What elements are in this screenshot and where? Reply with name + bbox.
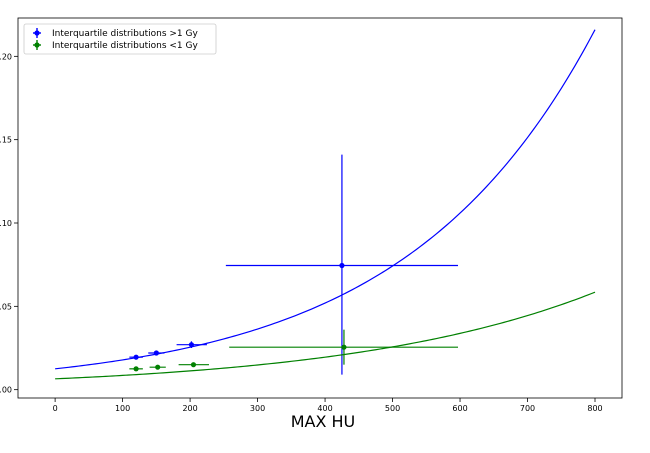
x-tick-label: 500	[385, 404, 400, 413]
series-1	[55, 29, 596, 375]
point-marker	[133, 354, 139, 360]
fit-curve	[55, 291, 596, 380]
point-marker	[339, 262, 345, 269]
legend-label: Interquartile distributions <1 Gy	[52, 41, 198, 51]
point-marker	[133, 366, 139, 372]
data-point	[176, 341, 207, 348]
legend-marker-point	[34, 42, 40, 48]
x-tick-label: 600	[452, 404, 467, 413]
point-marker	[155, 364, 161, 370]
plot-frame	[17, 17, 623, 399]
legend-box	[23, 23, 217, 55]
legend-label: Interquartile distributions >1 Gy	[52, 29, 198, 39]
y-tick-label: 0.05	[0, 302, 12, 311]
series-2	[55, 291, 596, 380]
data-point	[229, 329, 459, 365]
legend-item: Interquartile distributions <1 Gy	[33, 40, 198, 51]
x-tick-label: 100	[115, 404, 130, 413]
y-tick-label: 0.10	[0, 219, 12, 228]
data-point	[178, 362, 209, 368]
y-tick-label: 0.15	[0, 136, 12, 145]
axes: 0 100 200 300 400 500 600 700 800 0.00 0.05 0.10 0.1…	[0, 17, 623, 413]
x-axis-title: MAX HU	[291, 412, 356, 431]
data-point	[149, 364, 166, 370]
point-marker	[188, 342, 195, 348]
plot-area	[55, 29, 596, 380]
data-point	[129, 354, 143, 360]
point-marker	[153, 350, 159, 356]
legend: Interquartile distributions >1 Gy Interqu…	[23, 23, 217, 55]
legend-marker-point	[34, 30, 40, 36]
fit-curve	[55, 29, 596, 370]
point-marker	[190, 362, 197, 368]
y-tick-label: 0.00	[0, 386, 12, 395]
y-tick-label: 0.20	[0, 52, 12, 61]
x-tick-label: 0	[53, 404, 58, 413]
data-point	[129, 366, 143, 372]
x-tick-label: 200	[182, 404, 197, 413]
data-point	[148, 350, 165, 356]
x-tick-label: 300	[250, 404, 265, 413]
data-point	[225, 154, 459, 375]
x-tick-label: 400	[317, 404, 332, 413]
x-tick-label: 700	[520, 404, 535, 413]
legend-item: Interquartile distributions >1 Gy	[33, 28, 198, 39]
point-marker	[341, 344, 347, 350]
x-tick-label: 800	[587, 404, 602, 413]
